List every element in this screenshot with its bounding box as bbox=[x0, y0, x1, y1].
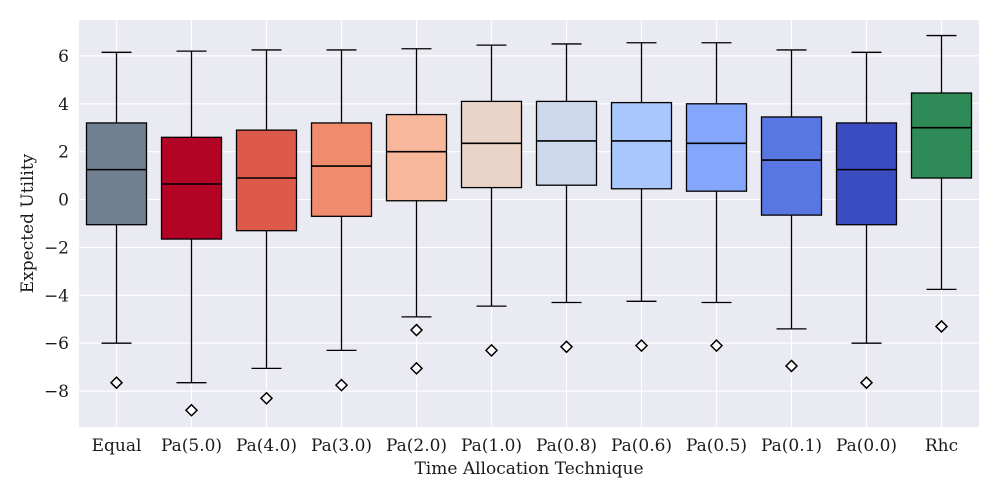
x-tick-label: Pa(0.8) bbox=[536, 436, 597, 456]
x-axis-label: Time Allocation Technique bbox=[414, 459, 643, 479]
x-tick-label: Pa(3.0) bbox=[311, 436, 372, 456]
box-iqr bbox=[910, 92, 973, 179]
outlier-marker bbox=[334, 378, 349, 392]
y-tick-label: −6 bbox=[44, 334, 69, 354]
x-tick-label: Pa(0.6) bbox=[611, 436, 672, 456]
box-group bbox=[310, 49, 373, 392]
x-tick-label: Pa(0.1) bbox=[761, 436, 822, 456]
x-tick-label: Equal bbox=[92, 436, 142, 456]
box-group bbox=[385, 48, 448, 375]
outlier-marker bbox=[634, 339, 649, 353]
outlier-marker bbox=[259, 391, 274, 405]
x-tick-label: Rhc bbox=[925, 436, 958, 456]
outlier-marker bbox=[709, 339, 724, 353]
y-tick-label: 6 bbox=[58, 47, 69, 67]
y-tick-label: −8 bbox=[44, 382, 69, 402]
outlier-marker bbox=[109, 376, 124, 390]
plot-background bbox=[79, 20, 979, 427]
box-iqr bbox=[610, 101, 673, 190]
x-tick-label: Pa(5.0) bbox=[161, 436, 222, 456]
box-iqr bbox=[835, 122, 898, 226]
box-iqr bbox=[85, 122, 148, 226]
box-group bbox=[685, 42, 748, 353]
outlier-marker bbox=[934, 319, 949, 334]
outlier-marker bbox=[559, 340, 574, 354]
y-tick-label: −2 bbox=[44, 238, 69, 258]
y-axis-label: Expected Utility bbox=[18, 153, 38, 293]
x-tick-label: Pa(0.0) bbox=[836, 436, 897, 456]
boxes-layer bbox=[85, 34, 973, 417]
outlier-marker bbox=[409, 361, 424, 375]
box-group bbox=[910, 34, 973, 334]
outlier-marker bbox=[484, 343, 499, 357]
x-tick-label: Pa(2.0) bbox=[386, 436, 447, 456]
box-group bbox=[760, 49, 823, 373]
box-iqr bbox=[310, 122, 373, 217]
outlier-marker bbox=[784, 359, 799, 373]
box-group bbox=[535, 43, 598, 354]
box-group bbox=[835, 51, 898, 390]
y-tick-label: 0 bbox=[58, 191, 69, 211]
outlier-marker bbox=[184, 403, 199, 417]
box-iqr bbox=[685, 103, 748, 192]
x-axis-ticks: Equal Pa(5.0) Pa(4.0) Pa(3.0) Pa(2.0) Pa(1.0)… bbox=[92, 436, 959, 456]
box-group bbox=[160, 50, 223, 417]
outlier-marker bbox=[409, 323, 424, 337]
box-group bbox=[235, 49, 298, 405]
y-tick-label: 2 bbox=[58, 143, 69, 163]
outlier-marker bbox=[859, 376, 874, 390]
box-group bbox=[610, 42, 673, 353]
box-group bbox=[85, 51, 148, 390]
box-iqr bbox=[385, 113, 448, 202]
y-tick-label: 4 bbox=[58, 95, 69, 115]
y-axis-ticks: −8 −6 −4 −2 0 2 4 6 bbox=[44, 47, 69, 402]
box-iqr bbox=[235, 129, 298, 232]
x-tick-label: Pa(0.5) bbox=[686, 436, 747, 456]
box-iqr bbox=[535, 100, 598, 186]
x-tick-label: Pa(1.0) bbox=[461, 436, 522, 456]
box-iqr bbox=[760, 116, 823, 216]
box-group bbox=[460, 44, 523, 357]
y-tick-label: −4 bbox=[44, 286, 69, 306]
box-iqr bbox=[160, 136, 223, 240]
box-iqr bbox=[460, 100, 523, 189]
x-tick-label: Pa(4.0) bbox=[236, 436, 297, 456]
